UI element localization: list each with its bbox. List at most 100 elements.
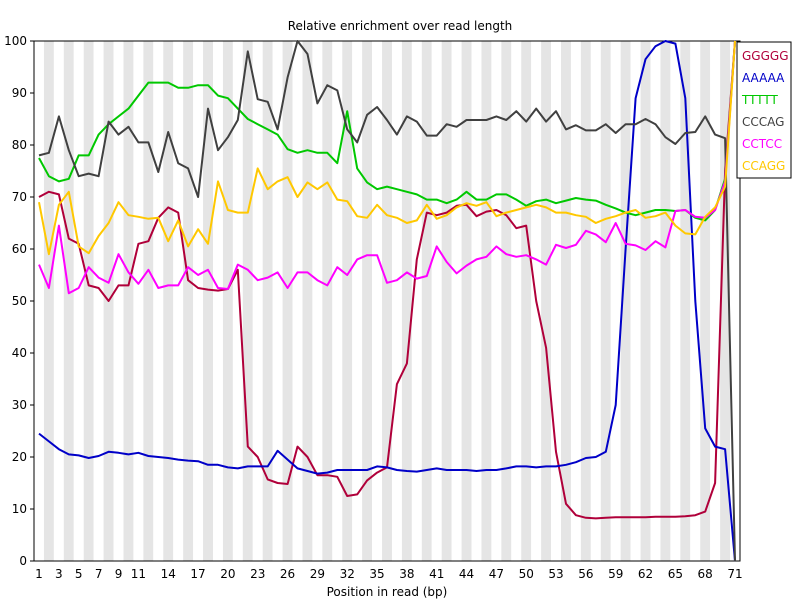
background-band (710, 41, 721, 561)
x-tick-label: 53 (548, 567, 563, 581)
background-band (491, 41, 502, 561)
x-tick-label: 41 (429, 567, 444, 581)
x-tick-label: 50 (519, 567, 534, 581)
y-tick-label: 0 (19, 554, 27, 568)
background-band (173, 41, 184, 561)
x-tick-label: 44 (459, 567, 474, 581)
background-band (133, 41, 144, 561)
background-band (411, 41, 422, 561)
background-band (570, 41, 581, 561)
background-band (461, 41, 472, 561)
x-tick-label: 65 (668, 567, 683, 581)
background-band (501, 41, 512, 561)
legend-entry: CCAGG (742, 159, 785, 173)
background-band (730, 41, 740, 561)
x-axis-ticks: 1 3 5 7 9 11 14 17 20 23 26 29 32 35 38 41 44 47 50 53 56 59 6… (35, 567, 743, 581)
x-tick-label: 59 (608, 567, 623, 581)
background-band (610, 41, 621, 561)
background-band (680, 41, 691, 561)
y-tick-label: 70 (12, 190, 27, 204)
background-band (481, 41, 492, 561)
y-tick-label: 40 (12, 346, 27, 360)
background-band (143, 41, 154, 561)
background-band (541, 41, 552, 561)
legend: GGGGG AAAAA TTTTT CCCAG CCTCC CCAGG (736, 41, 792, 179)
background-band (401, 41, 412, 561)
background-band (292, 41, 303, 561)
x-tick-label: 17 (190, 567, 205, 581)
y-tick-label: 10 (12, 502, 27, 516)
x-tick-label: 3 (55, 567, 63, 581)
background-band (630, 41, 641, 561)
x-axis-label: Position in read (bp) (327, 585, 448, 599)
series-line-aaaaa (38, 40, 736, 562)
y-tick-label: 60 (12, 242, 27, 256)
x-tick-label: 11 (131, 567, 146, 581)
background-band (262, 41, 273, 561)
y-tick-label: 80 (12, 138, 27, 152)
background-band (282, 41, 293, 561)
x-tick-label: 62 (638, 567, 653, 581)
background-band (322, 41, 333, 561)
series-line-ccagg (38, 40, 736, 256)
background-band (34, 41, 44, 561)
legend-entry: CCCAG (742, 115, 784, 129)
series-lines (38, 40, 736, 562)
x-tick-label: 20 (220, 567, 235, 581)
background-band (551, 41, 562, 561)
background-band (521, 41, 532, 561)
background-band (382, 41, 392, 561)
x-tick-label: 71 (727, 567, 742, 581)
x-tick-label: 23 (250, 567, 265, 581)
series-line-cccag (38, 40, 736, 562)
x-tick-label: 9 (115, 567, 123, 581)
background-band (640, 41, 651, 561)
background-band (431, 41, 442, 561)
background-band (511, 41, 522, 561)
background-band (650, 41, 661, 561)
background-band (421, 41, 432, 561)
x-tick-label: 5 (75, 567, 83, 581)
x-tick-label: 68 (698, 567, 713, 581)
x-tick-label: 35 (369, 567, 384, 581)
background-band (332, 41, 343, 561)
y-tick-label: 90 (12, 86, 27, 100)
background-band (53, 41, 64, 561)
background-band (73, 41, 84, 561)
series-line-cctcc (38, 40, 736, 295)
background-band (83, 41, 94, 561)
legend-entry: AAAAA (742, 71, 785, 85)
x-tick-label: 1 (35, 567, 43, 581)
x-tick-label: 14 (161, 567, 176, 581)
background-band (451, 41, 462, 561)
background-band (163, 41, 174, 561)
background-band (203, 41, 213, 561)
background-band (113, 41, 124, 561)
background-bands (34, 41, 740, 561)
background-band (153, 41, 164, 561)
background-band (391, 41, 402, 561)
y-tick-label: 20 (12, 450, 27, 464)
background-band (242, 41, 253, 561)
background-band (123, 41, 134, 561)
y-axis-ticks: 0 10 20 30 40 50 60 70 80 90 100 (4, 34, 34, 568)
background-band (590, 41, 601, 561)
background-band (252, 41, 263, 561)
background-band (660, 41, 671, 561)
background-band (312, 41, 323, 561)
x-tick-label: 29 (310, 567, 325, 581)
x-tick-label: 26 (280, 567, 295, 581)
background-band (580, 41, 591, 561)
legend-entry: TTTTT (741, 93, 778, 107)
background-band (372, 41, 383, 561)
y-tick-label: 30 (12, 398, 27, 412)
legend-entry: CCTCC (742, 137, 782, 151)
x-tick-label: 56 (578, 567, 593, 581)
background-band (272, 41, 283, 561)
legend-box (736, 41, 792, 179)
background-band (183, 41, 194, 561)
x-tick-label: 7 (95, 567, 103, 581)
background-band (720, 41, 731, 561)
background-band (670, 41, 681, 561)
x-tick-label: 32 (340, 567, 355, 581)
